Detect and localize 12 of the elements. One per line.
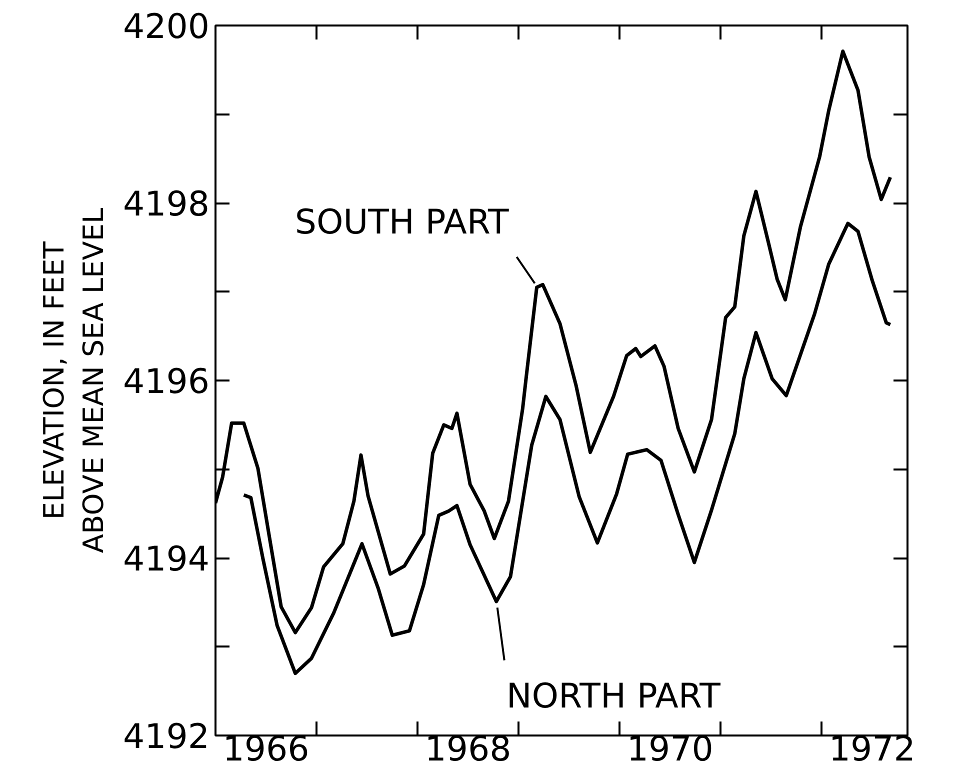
annotation: SOUTH PART bbox=[294, 202, 509, 242]
y-tick-label: 4196 bbox=[122, 362, 210, 402]
annotation: NORTH PART bbox=[506, 676, 721, 716]
x-tick-label: 1970 bbox=[626, 730, 714, 763]
x-tick-label: 1968 bbox=[424, 730, 512, 763]
y-tick-label: 4198 bbox=[122, 184, 210, 224]
y-tick-label: 4194 bbox=[122, 540, 210, 580]
x-tick-label: 1972 bbox=[828, 730, 916, 763]
y-tick-label: 4200 bbox=[122, 7, 210, 47]
y-tick-label: 4192 bbox=[122, 717, 210, 757]
x-tick-label: 1966 bbox=[222, 730, 310, 763]
y-axis-title: ELEVATION, IN FEET ABOVE MEAN SEA LEVEL bbox=[37, 207, 110, 554]
